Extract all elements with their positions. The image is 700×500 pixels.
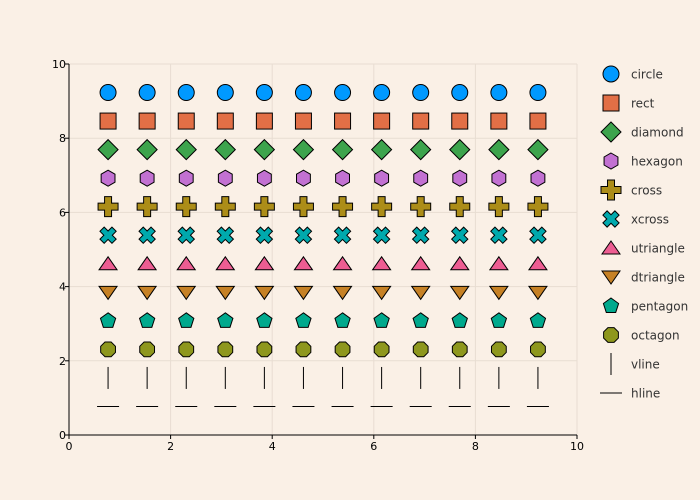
legend-item-utriangle: utriangle <box>602 241 685 256</box>
legend-label-xcross: xcross <box>631 213 669 227</box>
legend-label-utriangle: utriangle <box>631 242 685 256</box>
legend-item-diamond: diamond <box>601 122 684 142</box>
x-tick-label: 8 <box>472 440 479 453</box>
point-hexagon <box>218 170 232 186</box>
point-octagon <box>140 342 155 357</box>
point-octagon <box>452 342 467 357</box>
legend-label-hexagon: hexagon <box>631 155 683 169</box>
legend-marker-rect <box>603 95 619 111</box>
point-circle <box>335 85 351 101</box>
point-rect <box>374 113 390 129</box>
point-circle <box>139 85 155 101</box>
point-hexagon <box>140 170 154 186</box>
y-tick-label: 10 <box>52 58 66 71</box>
point-circle <box>178 85 194 101</box>
y-tick-label: 8 <box>59 132 66 145</box>
point-rect <box>335 113 351 129</box>
point-hexagon <box>414 170 428 186</box>
point-circle <box>452 85 468 101</box>
point-circle <box>413 85 429 101</box>
point-octagon <box>335 342 350 357</box>
legend-item-pentagon: pentagon <box>603 298 688 314</box>
point-rect <box>139 113 155 129</box>
legend-label-rect: rect <box>631 97 655 111</box>
legend-item-xcross: xcross <box>603 211 669 227</box>
legend-label-octagon: octagon <box>631 329 680 343</box>
point-rect <box>295 113 311 129</box>
point-rect <box>491 113 507 129</box>
legend-marker-xcross <box>603 211 619 227</box>
point-hexagon <box>336 170 350 186</box>
legend-marker-pentagon <box>603 298 618 312</box>
legend-label-circle: circle <box>631 68 663 82</box>
legend-label-dtriangle: dtriangle <box>631 271 685 285</box>
point-rect <box>452 113 468 129</box>
x-tick-label: 6 <box>370 440 377 453</box>
legend-item-cross: cross <box>601 180 662 200</box>
legend-label-vline: vline <box>631 358 660 372</box>
point-rect <box>100 113 116 129</box>
x-tick-label: 0 <box>66 440 73 453</box>
y-tick-label: 4 <box>59 281 66 294</box>
legend-label-hline: hline <box>631 387 660 401</box>
legend: circle rect diamond hexagon cross xcross utria… <box>600 66 688 401</box>
legend-label-cross: cross <box>631 184 662 198</box>
point-octagon <box>218 342 233 357</box>
legend-label-diamond: diamond <box>631 126 684 140</box>
point-hexagon <box>101 170 115 186</box>
x-tick-label: 10 <box>570 440 584 453</box>
legend-item-hexagon: hexagon <box>604 153 683 169</box>
point-circle <box>374 85 390 101</box>
legend-item-octagon: octagon <box>604 328 680 343</box>
point-rect <box>530 113 546 129</box>
legend-label-pentagon: pentagon <box>631 300 688 314</box>
legend-item-circle: circle <box>603 66 663 82</box>
point-octagon <box>413 342 428 357</box>
point-rect <box>217 113 233 129</box>
legend-item-dtriangle: dtriangle <box>602 271 685 285</box>
legend-marker-octagon <box>604 328 619 343</box>
legend-marker-circle <box>603 66 619 82</box>
point-circle <box>100 85 116 101</box>
point-hexagon <box>453 170 467 186</box>
point-octagon <box>531 342 546 357</box>
y-tick-label: 6 <box>59 206 66 219</box>
point-circle <box>256 85 272 101</box>
point-octagon <box>296 342 311 357</box>
point-octagon <box>179 342 194 357</box>
point-rect <box>178 113 194 129</box>
point-circle <box>491 85 507 101</box>
legend-item-vline: vline <box>611 353 660 375</box>
legend-item-hline: hline <box>600 387 660 401</box>
point-hexagon <box>257 170 271 186</box>
y-tick-label: 0 <box>59 429 66 442</box>
point-circle <box>295 85 311 101</box>
point-octagon <box>374 342 389 357</box>
point-hexagon <box>492 170 506 186</box>
point-rect <box>256 113 272 129</box>
legend-marker-hexagon <box>604 153 618 169</box>
point-hexagon <box>297 170 311 186</box>
legend-marker-cross <box>601 180 621 200</box>
point-rect <box>413 113 429 129</box>
point-octagon <box>101 342 116 357</box>
legend-marker-diamond <box>601 122 621 142</box>
point-circle <box>217 85 233 101</box>
point-octagon <box>257 342 272 357</box>
y-tick-label: 2 <box>59 355 66 368</box>
point-circle <box>530 85 546 101</box>
point-hexagon <box>179 170 193 186</box>
x-tick-label: 2 <box>167 440 174 453</box>
point-octagon <box>491 342 506 357</box>
legend-marker-dtriangle <box>602 271 620 284</box>
legend-marker-utriangle <box>602 241 620 254</box>
point-hexagon <box>531 170 545 186</box>
x-tick-label: 4 <box>269 440 276 453</box>
legend-item-rect: rect <box>603 95 655 111</box>
point-hexagon <box>375 170 389 186</box>
